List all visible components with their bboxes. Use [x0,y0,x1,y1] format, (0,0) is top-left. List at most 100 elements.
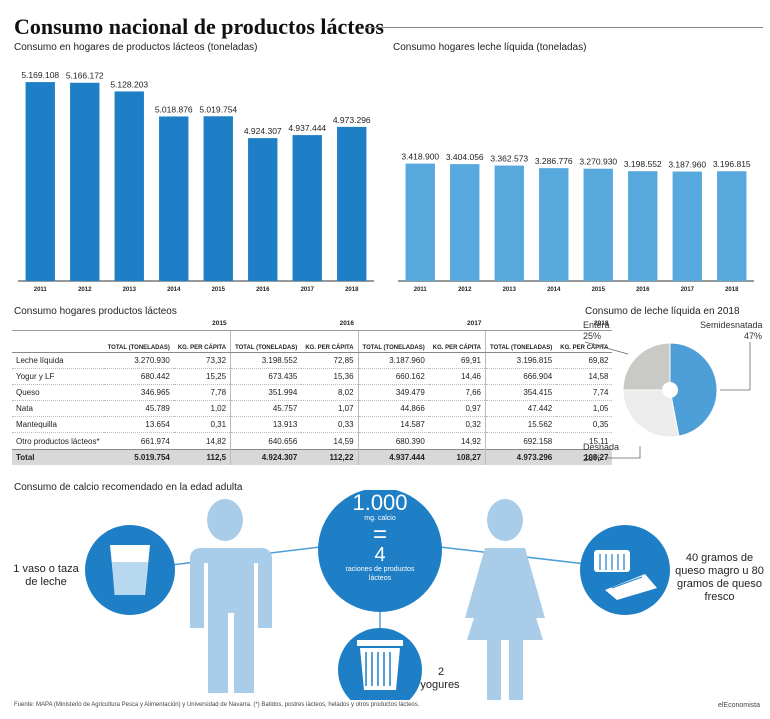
pie-label-entera: Entera 25% [583,320,610,341]
table-cell: 680.390 [357,432,429,450]
row-label: Nata [12,400,104,417]
pie-label-semidesnatada: Semidesnatada 47% [700,320,763,341]
row-label: Leche líquida [12,351,104,369]
brand-logo: elEconomista [717,702,760,709]
yogurt-number: 2 [437,666,445,678]
calcium-title: Consumo de calcio recomendado en la edad… [14,482,243,493]
table-year-2018: 2018 [485,318,613,331]
x-tick-label: 2012 [78,287,92,293]
calcium-infographic [85,490,670,700]
bar-value-label: 4.937.444 [288,123,326,133]
table-cell: 0,33 [301,416,359,433]
table-cell: 692.158 [485,432,557,450]
pie-title: Consumo de leche líquida en 2018 [585,306,740,317]
bar-value-label: 3.362.573 [490,154,528,164]
table-cell: 4.973.296 [485,448,557,466]
table-cell: 660.162 [357,367,429,385]
table-year-2016: 2016 [230,318,359,331]
servings-text: raciones de productos lácteos [345,566,415,582]
col-total: TOTAL (TONELADAS) [357,330,429,353]
table-row: Leche líquida 3.270.930 73,32 3.198.552 72,8… [12,351,613,369]
table-cell: 351.994 [230,383,302,401]
x-tick-label: 2014 [167,287,181,293]
table-cell: 73,32 [173,351,231,369]
table-total-row: Total 5.019.754 112,5 4.924.307 112,22 4.937.… [12,448,613,466]
table-row: Queso 346.965 7,78 351.994 8,02 349.479 7,66 35… [12,383,613,401]
bar-2011 [25,82,55,281]
table-cell: 1,05 [556,400,613,417]
x-tick-label: 2015 [592,287,606,293]
col-total: TOTAL (TONELADAS) [230,330,302,353]
pie-leader-line [605,446,641,459]
x-tick-label: 2015 [212,287,226,293]
table-cell: 45.757 [230,400,302,417]
cheese-text: 40 gramos de queso magro u 80 gramos de … [675,552,764,603]
bar-value-label: 5.169.108 [21,70,59,80]
woman-figure-icon [465,499,545,700]
chart2-title: Consumo hogares leche líquida (toneladas… [393,42,587,53]
table-cell: 14,58 [556,367,613,385]
table-year-2017: 2017 [358,318,486,331]
yogurt-text: yogures [420,679,460,691]
glass-of-milk-icon [110,545,150,595]
table-cell: 346.965 [103,383,174,401]
table-cell: 7,74 [556,383,613,401]
bar-2014 [159,116,189,281]
table-cell: 3.270.930 [103,351,174,369]
bar-2018 [717,171,747,281]
pie-label-desnada: Desnada 28% [583,442,620,463]
table-cell: 47.442 [485,400,557,417]
x-tick-label: 2017 [681,287,695,293]
table-row: Yogur y LF 680.442 15,25 673.435 15,36 660.16… [12,367,613,385]
pie-slice-entera [622,342,671,391]
table-cell: 1,07 [301,400,359,417]
table-cell: 14,82 [173,432,231,450]
cheese-icon [594,550,657,600]
table-cell: 108,27 [556,448,613,466]
col-percapita: KG. PER CÁPITA [428,330,486,353]
table-cell: 3.196.815 [485,351,557,369]
bar-2016 [248,138,278,281]
table-cell: 640.656 [230,432,302,450]
bar-2017 [672,171,702,281]
source-footnote: Fuente: MAPA (Ministerio de Agricultura … [14,702,420,708]
table-cell: 0,35 [556,416,613,433]
milk-type-pie-chart [584,341,751,459]
table-cell: 13.913 [230,416,302,433]
equals-sign: = [372,521,387,548]
chart1-title: Consumo en hogares de productos lácteos … [14,42,258,53]
bar-value-label: 4.924.307 [244,126,282,136]
table-cell: 15,25 [173,367,231,385]
milk-text: 1 vaso o taza de leche [13,563,79,588]
bar-value-label: 3.187.960 [668,160,706,170]
title-rule [365,27,763,28]
table-cell: 0,31 [173,416,231,433]
table-cell: 15.562 [485,416,557,433]
table-row: Mantequilla 13.654 0,31 13.913 0,33 14.587 0,3… [12,416,613,433]
table-cell: 1,02 [173,400,231,417]
table-cell: 673.435 [230,367,302,385]
page-title: Consumo nacional de productos lácteos [14,14,384,39]
x-tick-label: 2013 [123,287,137,293]
table-cell: 7,78 [173,383,231,401]
table-cell: 680.442 [103,367,174,385]
table-title: Consumo hogares productos lácteos [14,306,177,317]
bar-2013 [494,165,524,281]
table-cell: 108,27 [428,448,486,466]
bar-value-label: 3.196.815 [713,159,751,169]
col-percapita: KG. PER CÁPITA [301,330,359,353]
table-cell: 8,02 [301,383,359,401]
bar-2011 [405,163,435,281]
bar-value-label: 3.198.552 [624,159,662,169]
calcium-amount: 1.000 [352,490,408,515]
table-cell: 112,22 [301,448,359,466]
bar-value-label: 3.270.930 [579,157,617,167]
bar-value-label: 5.166.172 [66,71,104,81]
col-total: TOTAL (TONELADAS) [485,330,557,353]
x-tick-label: 2016 [256,287,270,293]
bar-value-label: 3.404.056 [446,152,484,162]
bar-value-label: 3.286.776 [535,156,573,166]
table-cell: 7,66 [428,383,486,401]
table-year-2015: 2015 [103,318,231,331]
bar-2018 [337,126,367,281]
